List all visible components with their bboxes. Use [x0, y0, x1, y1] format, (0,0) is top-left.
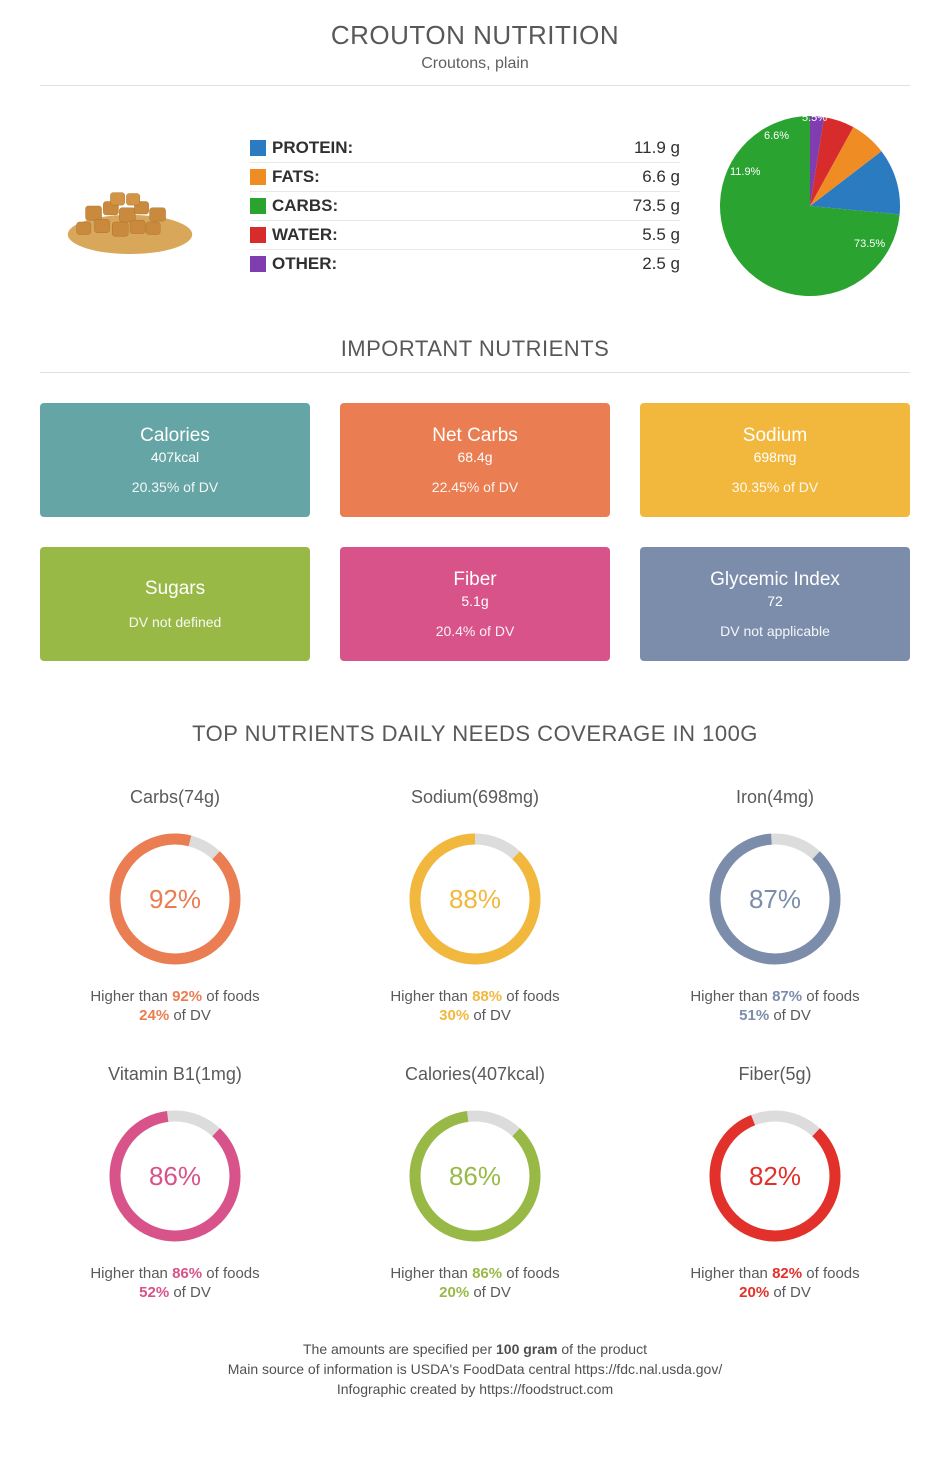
card-dv: 22.45% of DV [350, 479, 600, 495]
card-value: 72 [650, 593, 900, 609]
nutrient-cards: Calories 407kcal 20.35% of DV Net Carbs 68.4… [40, 403, 910, 661]
donut-percent: 82% [749, 1161, 801, 1191]
nutrient-card: Fiber 5.1g 20.4% of DV [340, 547, 610, 661]
macro-row: PROTEIN: 11.9 g [250, 134, 680, 163]
macro-label: WATER: [272, 225, 392, 245]
donut-title: Fiber(5g) [640, 1064, 910, 1085]
card-title: Net Carbs [350, 425, 600, 447]
donut-dv: 30% of DV [340, 1007, 610, 1024]
donut-percent: 86% [449, 1161, 501, 1191]
donut-percent: 86% [149, 1161, 201, 1191]
donut-comparison: Higher than 92% of foods [40, 988, 310, 1005]
macro-label: CARBS: [272, 196, 392, 216]
top-row: PROTEIN: 11.9 g FATS: 6.6 g CARBS: 73.5 g WATE… [40, 106, 910, 306]
donut-dv: 52% of DV [40, 1284, 310, 1301]
macro-label: OTHER: [272, 254, 392, 274]
donut-chart: 88% [400, 824, 550, 974]
card-value: 5.1g [350, 593, 600, 609]
macro-label: FATS: [272, 167, 392, 187]
card-dv: 30.35% of DV [650, 479, 900, 495]
page-subtitle: Croutons, plain [40, 55, 910, 73]
donut-dv: 20% of DV [340, 1284, 610, 1301]
footer-bold: 100 gram [496, 1341, 557, 1357]
macro-row: OTHER: 2.5 g [250, 250, 680, 278]
donut-item: Carbs(74g) 92% Higher than 92% of foods 24%… [40, 787, 310, 1024]
section-title-important: IMPORTANT NUTRIENTS [40, 336, 910, 373]
footer-line-1: The amounts are specified per 100 gram o… [40, 1341, 910, 1357]
donut-comparison: Higher than 82% of foods [640, 1265, 910, 1282]
macro-value: 2.5 g [642, 254, 680, 274]
macro-value: 11.9 g [634, 138, 680, 158]
donut-item: Iron(4mg) 87% Higher than 87% of foods 51% … [640, 787, 910, 1024]
card-title: Fiber [350, 569, 600, 591]
nutrient-card: Net Carbs 68.4g 22.45% of DV [340, 403, 610, 517]
footer-text: The amounts are specified per [303, 1341, 496, 1357]
donut-percent: 92% [149, 884, 201, 914]
card-value: 698mg [650, 449, 900, 465]
nutrient-card: Sugars DV not defined [40, 547, 310, 661]
card-title: Sugars [50, 578, 300, 600]
macro-value: 5.5 g [642, 225, 680, 245]
color-swatch [250, 198, 266, 214]
donut-title: Iron(4mg) [640, 787, 910, 808]
card-title: Glycemic Index [650, 569, 900, 591]
donut-item: Calories(407kcal) 86% Higher than 86% of f… [340, 1064, 610, 1301]
macro-row: WATER: 5.5 g [250, 221, 680, 250]
footer-line-3: Infographic created by https://foodstruc… [40, 1381, 910, 1397]
header: CROUTON NUTRITION Croutons, plain [40, 20, 910, 86]
macro-label: PROTEIN: [272, 138, 392, 158]
footer-text: of the product [557, 1341, 647, 1357]
donut-title: Calories(407kcal) [340, 1064, 610, 1085]
donut-comparison: Higher than 87% of foods [640, 988, 910, 1005]
footer: The amounts are specified per 100 gram o… [40, 1341, 910, 1397]
donut-comparison: Higher than 86% of foods [40, 1265, 310, 1282]
color-swatch [250, 140, 266, 156]
donut-title: Carbs(74g) [40, 787, 310, 808]
card-value: 407kcal [50, 449, 300, 465]
color-swatch [250, 169, 266, 185]
macro-row: FATS: 6.6 g [250, 163, 680, 192]
card-value: 68.4g [350, 449, 600, 465]
donut-item: Sodium(698mg) 88% Higher than 88% of foods… [340, 787, 610, 1024]
nutrient-card: Sodium 698mg 30.35% of DV [640, 403, 910, 517]
macro-row: CARBS: 73.5 g [250, 192, 680, 221]
donut-dv: 51% of DV [640, 1007, 910, 1024]
color-swatch [250, 227, 266, 243]
donut-chart: 92% [100, 824, 250, 974]
donut-comparison: Higher than 88% of foods [340, 988, 610, 1005]
donut-title: Sodium(698mg) [340, 787, 610, 808]
donut-comparison: Higher than 86% of foods [340, 1265, 610, 1282]
color-swatch [250, 256, 266, 272]
macro-value: 73.5 g [633, 196, 680, 216]
donut-item: Fiber(5g) 82% Higher than 82% of foods 20% … [640, 1064, 910, 1301]
macro-pie-chart: 73.5%11.9%6.6%5.5% [710, 106, 910, 306]
section-title-coverage: TOP NUTRIENTS DAILY NEEDS COVERAGE IN 10… [40, 721, 910, 757]
donut-percent: 88% [449, 884, 501, 914]
donut-chart: 86% [100, 1101, 250, 1251]
card-dv: DV not applicable [650, 623, 900, 639]
card-title: Sodium [650, 425, 900, 447]
macro-table: PROTEIN: 11.9 g FATS: 6.6 g CARBS: 73.5 g WATE… [250, 134, 680, 278]
donut-grid: Carbs(74g) 92% Higher than 92% of foods 24%… [40, 787, 910, 1301]
nutrient-card: Glycemic Index 72 DV not applicable [640, 547, 910, 661]
donut-item: Vitamin B1(1mg) 86% Higher than 86% of foo… [40, 1064, 310, 1301]
donut-percent: 87% [749, 884, 801, 914]
card-dv: DV not defined [50, 614, 300, 630]
donut-dv: 20% of DV [640, 1284, 910, 1301]
donut-title: Vitamin B1(1mg) [40, 1064, 310, 1085]
page-title: CROUTON NUTRITION [40, 20, 910, 51]
food-image [40, 136, 220, 276]
card-dv: 20.4% of DV [350, 623, 600, 639]
donut-dv: 24% of DV [40, 1007, 310, 1024]
footer-line-2: Main source of information is USDA's Foo… [40, 1361, 910, 1377]
donut-chart: 87% [700, 824, 850, 974]
donut-chart: 86% [400, 1101, 550, 1251]
card-title: Calories [50, 425, 300, 447]
nutrient-card: Calories 407kcal 20.35% of DV [40, 403, 310, 517]
card-dv: 20.35% of DV [50, 479, 300, 495]
macro-value: 6.6 g [642, 167, 680, 187]
donut-chart: 82% [700, 1101, 850, 1251]
